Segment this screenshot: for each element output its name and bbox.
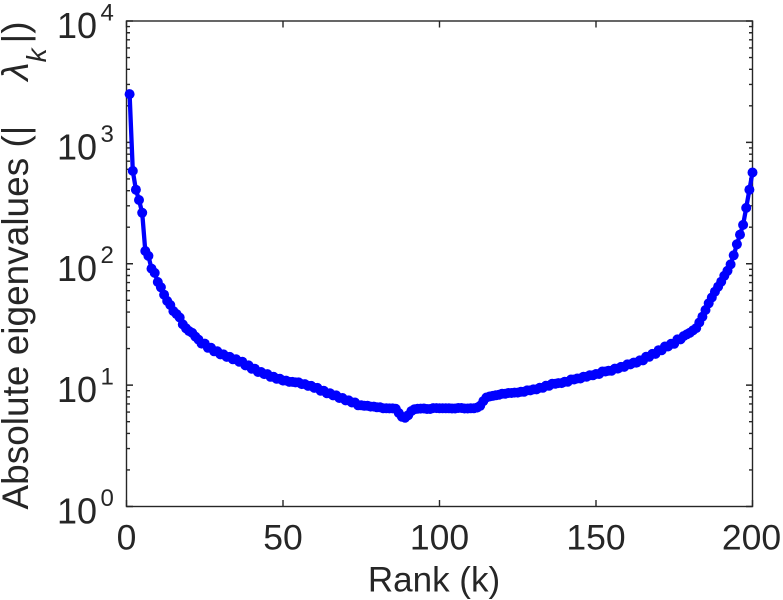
- svg-text:0: 0: [117, 518, 137, 558]
- svg-text:10: 10: [57, 491, 97, 532]
- svg-text:200: 200: [722, 518, 781, 558]
- svg-text:10: 10: [57, 126, 97, 167]
- svg-text:1: 1: [101, 364, 114, 391]
- svg-text:50: 50: [263, 518, 303, 558]
- svg-text:10: 10: [57, 369, 97, 410]
- svg-text:10: 10: [57, 248, 97, 289]
- svg-text:Rank (k): Rank (k): [368, 561, 500, 600]
- svg-text:100: 100: [410, 518, 469, 558]
- svg-text:0: 0: [101, 485, 114, 512]
- svg-text:150: 150: [566, 518, 625, 558]
- svg-text:10: 10: [57, 5, 97, 46]
- svg-text:3: 3: [101, 121, 114, 148]
- svg-text:2: 2: [101, 242, 114, 269]
- svg-text:Absolute eigenvalues (|λk|): Absolute eigenvalues (|λk|): [0, 21, 52, 509]
- svg-text:4: 4: [101, 0, 114, 27]
